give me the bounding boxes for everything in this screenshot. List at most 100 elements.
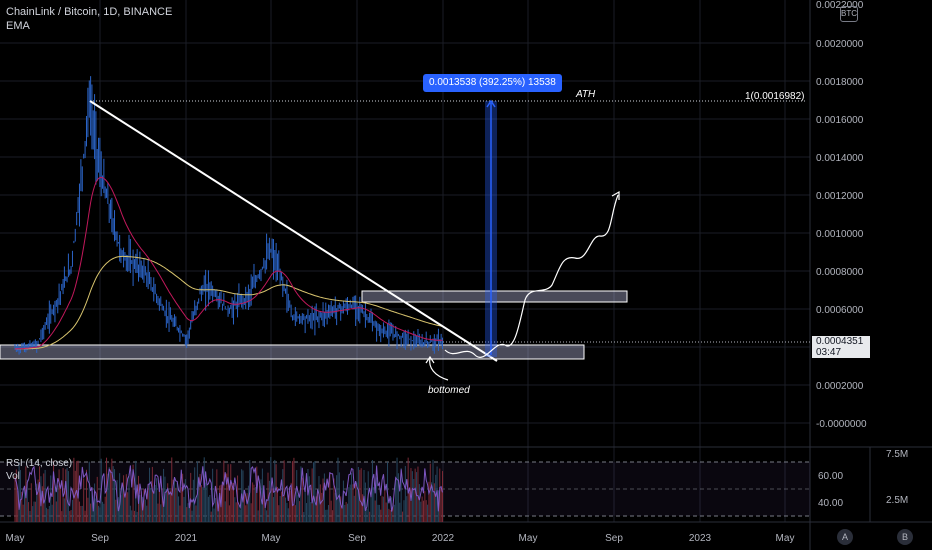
projection-arrowhead <box>611 190 620 200</box>
volume-bar <box>80 505 82 522</box>
volume-bar <box>53 460 55 522</box>
volume-bar <box>214 498 216 522</box>
volume-bar <box>431 482 433 522</box>
volume-bar <box>140 491 142 522</box>
volume-bar <box>323 473 325 522</box>
volume-bar <box>290 482 292 522</box>
y-axis: 0.0022000 0.0020000 0.0018000 0.0016000 … <box>816 0 867 430</box>
volume-bar <box>206 485 208 522</box>
volume-bar <box>36 483 38 522</box>
scale-b-button[interactable]: B <box>897 529 913 545</box>
volume-bar <box>421 496 423 522</box>
y-tick-label: -0.0000000 <box>816 419 867 430</box>
vol-tick-label: 2.5M <box>886 495 908 506</box>
volume-bar <box>15 469 17 522</box>
ema-legend[interactable]: EMA <box>6 20 30 32</box>
volume-bar <box>95 498 97 522</box>
volume-bar <box>409 492 411 522</box>
volume-bar <box>160 504 162 522</box>
y-tick-label: 0.0016000 <box>816 115 864 126</box>
chart-title[interactable]: ChainLink / Bitcoin, 1D, BINANCE <box>6 6 173 18</box>
volume-bar <box>289 490 291 522</box>
volume-bar <box>226 473 228 522</box>
volume-bar <box>389 509 391 522</box>
volume-bar <box>376 477 378 522</box>
volume-bar <box>63 498 65 522</box>
volume-bar <box>70 510 72 522</box>
volume-bar <box>416 472 418 522</box>
volume-bar <box>359 469 361 522</box>
rsi-line <box>14 465 443 512</box>
volume-bar <box>219 485 221 522</box>
volume-bar <box>171 457 173 522</box>
volume-bar <box>235 502 237 522</box>
volume-bar <box>228 505 230 522</box>
volume-bar <box>369 511 371 522</box>
volume-bar <box>352 484 354 522</box>
volume-bar <box>165 489 167 522</box>
volume-bar <box>22 504 24 522</box>
volume-bar <box>348 487 350 522</box>
volume-bar <box>157 503 159 522</box>
volume-bar <box>169 490 171 522</box>
volume-bar <box>83 478 85 522</box>
auto-scale-button[interactable]: A <box>837 529 853 545</box>
volume-bar <box>306 503 308 522</box>
y-tick-label: 0.0020000 <box>816 39 864 50</box>
volume-bar <box>243 490 245 522</box>
volume-bar <box>333 478 335 522</box>
volume-bar <box>257 510 259 522</box>
rsi-legend[interactable]: RSI (14, close) <box>6 458 73 469</box>
volume-bar <box>212 468 214 522</box>
volume-bar <box>424 491 426 522</box>
volume-bar <box>184 479 186 522</box>
currency-badge[interactable]: BTC <box>840 6 858 22</box>
volume-bar <box>110 469 112 522</box>
volume-bar <box>340 496 342 522</box>
bottomed-arrowhead <box>425 355 435 364</box>
y-tick-label: 0.0014000 <box>816 153 864 164</box>
volume-bar <box>410 468 412 522</box>
trendline[interactable] <box>89 100 498 362</box>
volume-bar <box>346 503 348 522</box>
volume-bar <box>366 508 368 522</box>
volume-bar <box>30 483 32 522</box>
volume-bar <box>29 510 31 522</box>
volume-bar <box>311 468 313 522</box>
volume-bar <box>425 500 427 522</box>
volume-bar <box>370 497 372 522</box>
ema-fast-line <box>15 176 443 350</box>
volume-bar <box>21 491 23 522</box>
ath-level-label: 1(0.0016982) <box>745 91 805 102</box>
volume-bar <box>242 470 244 522</box>
resistance-box[interactable] <box>361 290 628 303</box>
volume-bar <box>102 501 104 522</box>
volume-bar <box>179 505 181 522</box>
vol-legend[interactable]: Vol <box>6 471 20 482</box>
volume-bar <box>37 479 39 522</box>
volume-bar <box>103 503 105 522</box>
volume-bar <box>112 466 114 522</box>
volume-bar <box>317 490 319 522</box>
volume-bar <box>268 480 270 522</box>
volume-bar <box>69 511 71 522</box>
volume-bar <box>402 511 404 522</box>
volume-bar <box>18 462 20 522</box>
volume-bar <box>164 476 166 522</box>
volume-bar <box>58 469 60 522</box>
volume-bar <box>158 483 160 522</box>
volume-bar <box>192 479 194 522</box>
volume-bar <box>48 506 50 522</box>
measure-label[interactable]: 0.0013538 (392.25%) 13538 <box>423 74 562 92</box>
volume-bar <box>199 473 201 522</box>
volume-bar <box>57 485 59 522</box>
projection-path[interactable] <box>444 194 619 358</box>
volume-bar <box>300 466 302 522</box>
volume-bar <box>207 496 209 522</box>
volume-bar <box>381 496 383 522</box>
rsi-tick-label: 40.00 <box>818 498 843 509</box>
volume-bar <box>345 501 347 522</box>
volume-bar <box>341 506 343 522</box>
volume-bar <box>84 510 86 522</box>
